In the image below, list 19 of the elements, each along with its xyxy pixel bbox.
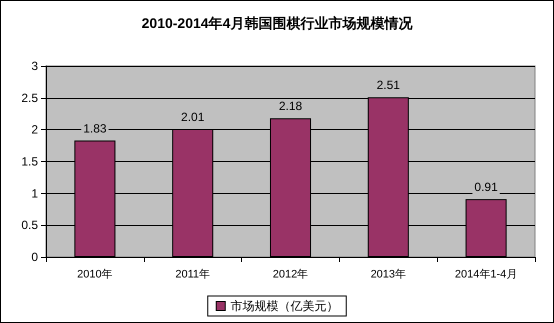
x-tick-label: 2011年 xyxy=(175,268,210,280)
y-tick-label: 3 xyxy=(31,59,38,73)
y-tick-label: 0.5 xyxy=(21,218,38,232)
data-label: 2.18 xyxy=(278,99,302,114)
y-tick-label: 1.5 xyxy=(21,154,38,168)
x-tick-label: 2014年1-4月 xyxy=(454,268,518,280)
legend-label: 市场规模（亿美元） xyxy=(230,299,338,313)
x-tick-label: 2010年 xyxy=(77,268,113,280)
data-label: 2.51 xyxy=(376,78,400,92)
data-label: 2.01 xyxy=(181,110,205,124)
data-label: 0.91 xyxy=(474,180,498,194)
data-label: 1.83 xyxy=(83,121,107,136)
y-tick-label: 2 xyxy=(31,122,38,137)
y-tick-label: 0 xyxy=(31,250,38,264)
y-tick-label: 2.5 xyxy=(21,90,38,105)
x-tick-label: 2012年 xyxy=(272,268,308,280)
chart-title: 2010-2014年4月韩国围棋行业市场规模情况 xyxy=(142,15,414,31)
y-tick-label: 1 xyxy=(31,186,38,200)
x-tick-label: 2013年 xyxy=(370,268,406,280)
